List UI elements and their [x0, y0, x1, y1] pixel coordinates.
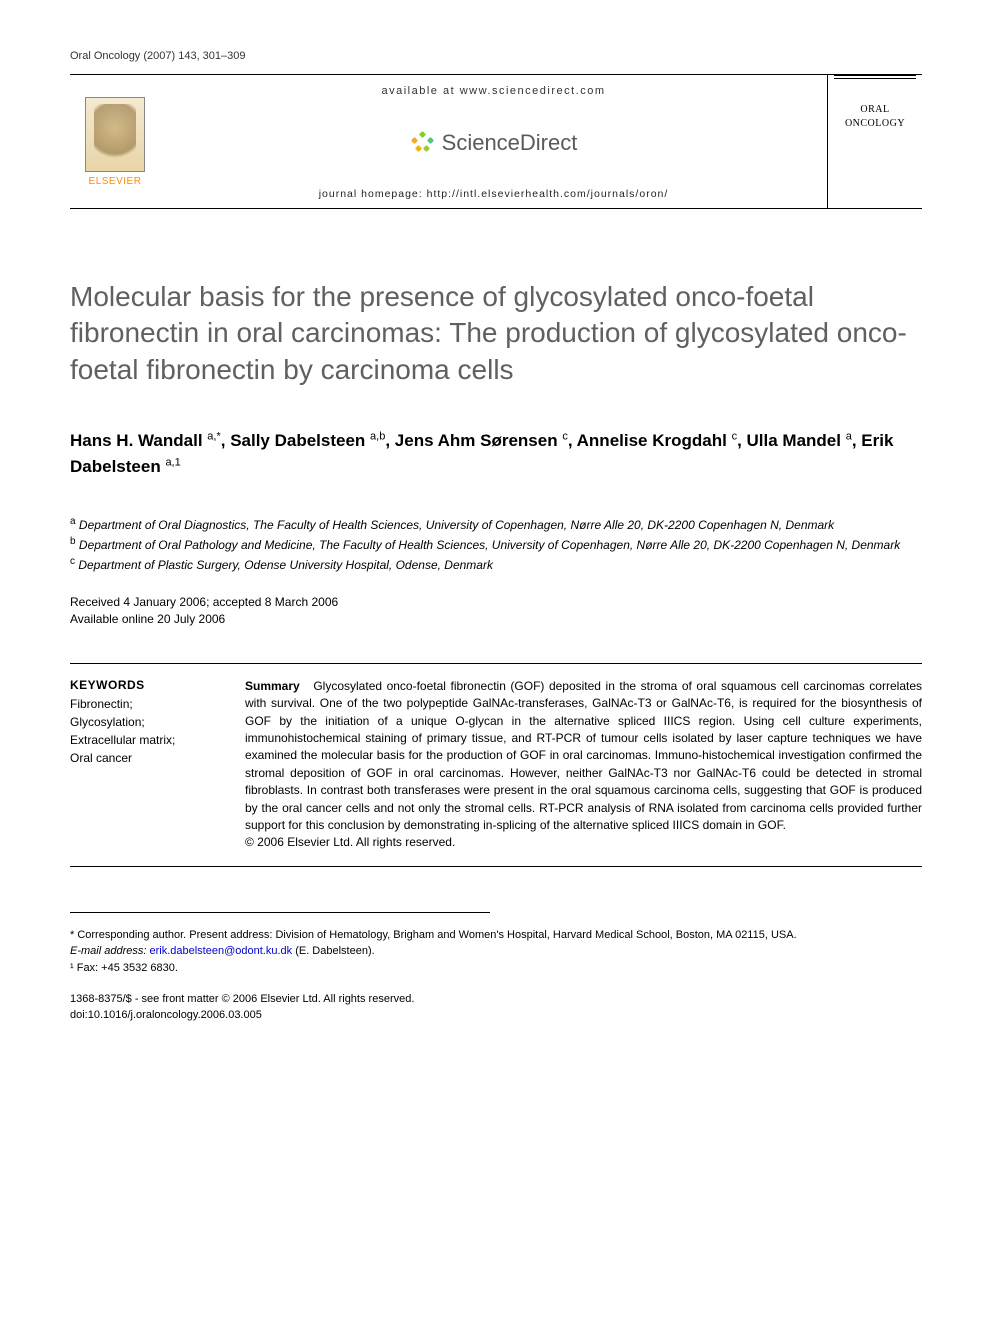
- email-label: E-mail address:: [70, 945, 146, 957]
- keywords-column: KEYWORDS Fibronectin; Glycosylation; Ext…: [70, 678, 245, 852]
- keyword-item: Oral cancer: [70, 749, 227, 767]
- abstract-block: KEYWORDS Fibronectin; Glycosylation; Ext…: [70, 663, 922, 867]
- journal-cover: ORAL ONCOLOGY: [827, 75, 922, 208]
- online-date: Available online 20 July 2006: [70, 611, 922, 628]
- available-text: available at www.sciencedirect.com: [381, 85, 605, 97]
- email-line: E-mail address: erik.dabelsteen@odont.ku…: [70, 943, 922, 960]
- sciencedirect-logo: ScienceDirect: [410, 130, 578, 156]
- affiliation-a: a Department of Oral Diagnostics, The Fa…: [70, 514, 922, 534]
- received-accepted-date: Received 4 January 2006; accepted 8 Marc…: [70, 594, 922, 611]
- keyword-item: Extracellular matrix;: [70, 731, 227, 749]
- summary-label: Summary: [245, 679, 300, 693]
- summary-column: Summary Glycosylated onco-foetal fibrone…: [245, 678, 922, 852]
- keywords-list: Fibronectin; Glycosylation; Extracellula…: [70, 695, 227, 767]
- footnotes: * Corresponding author. Present address:…: [70, 927, 922, 977]
- elsevier-tree-icon: [85, 97, 145, 172]
- fax-note: ¹ Fax: +45 3532 6830.: [70, 960, 922, 977]
- elsevier-label: ELSEVIER: [89, 176, 142, 187]
- elsevier-logo-block: ELSEVIER: [70, 75, 160, 208]
- header-bar: ELSEVIER available at www.sciencedirect.…: [70, 74, 922, 209]
- article-dates: Received 4 January 2006; accepted 8 Marc…: [70, 594, 922, 628]
- doi: doi:10.1016/j.oraloncology.2006.03.005: [70, 1008, 922, 1023]
- keywords-heading: KEYWORDS: [70, 678, 227, 692]
- journal-cover-title: ORAL ONCOLOGY: [845, 103, 905, 131]
- authors-list: Hans H. Wandall a,*, Sally Dabelsteen a,…: [70, 428, 922, 479]
- article-title: Molecular basis for the presence of glyc…: [70, 279, 922, 388]
- homepage-text: journal homepage: http://intl.elsevierhe…: [319, 188, 669, 200]
- sciencedirect-text: ScienceDirect: [442, 130, 578, 156]
- front-matter: 1368-8375/$ - see front matter © 2006 El…: [70, 992, 922, 1023]
- keyword-item: Fibronectin;: [70, 695, 227, 713]
- issn-copyright: 1368-8375/$ - see front matter © 2006 El…: [70, 992, 922, 1007]
- email-address[interactable]: erik.dabelsteen@odont.ku.dk: [149, 945, 292, 957]
- corresponding-author-note: * Corresponding author. Present address:…: [70, 927, 922, 944]
- keyword-item: Glycosylation;: [70, 713, 227, 731]
- header-center: available at www.sciencedirect.com Scien…: [160, 75, 827, 208]
- sciencedirect-burst-icon: [410, 130, 436, 156]
- affiliation-b: b Department of Oral Pathology and Medic…: [70, 534, 922, 554]
- citation-line: Oral Oncology (2007) 143, 301–309: [70, 50, 922, 62]
- summary-body: Glycosylated onco-foetal fibronectin (GO…: [245, 679, 922, 832]
- footnote-rule: [70, 912, 490, 921]
- affiliation-c: c Department of Plastic Surgery, Odense …: [70, 554, 922, 574]
- summary-copyright: © 2006 Elsevier Ltd. All rights reserved…: [245, 835, 455, 849]
- affiliations: a Department of Oral Diagnostics, The Fa…: [70, 514, 922, 574]
- email-attribution: (E. Dabelsteen).: [292, 945, 375, 957]
